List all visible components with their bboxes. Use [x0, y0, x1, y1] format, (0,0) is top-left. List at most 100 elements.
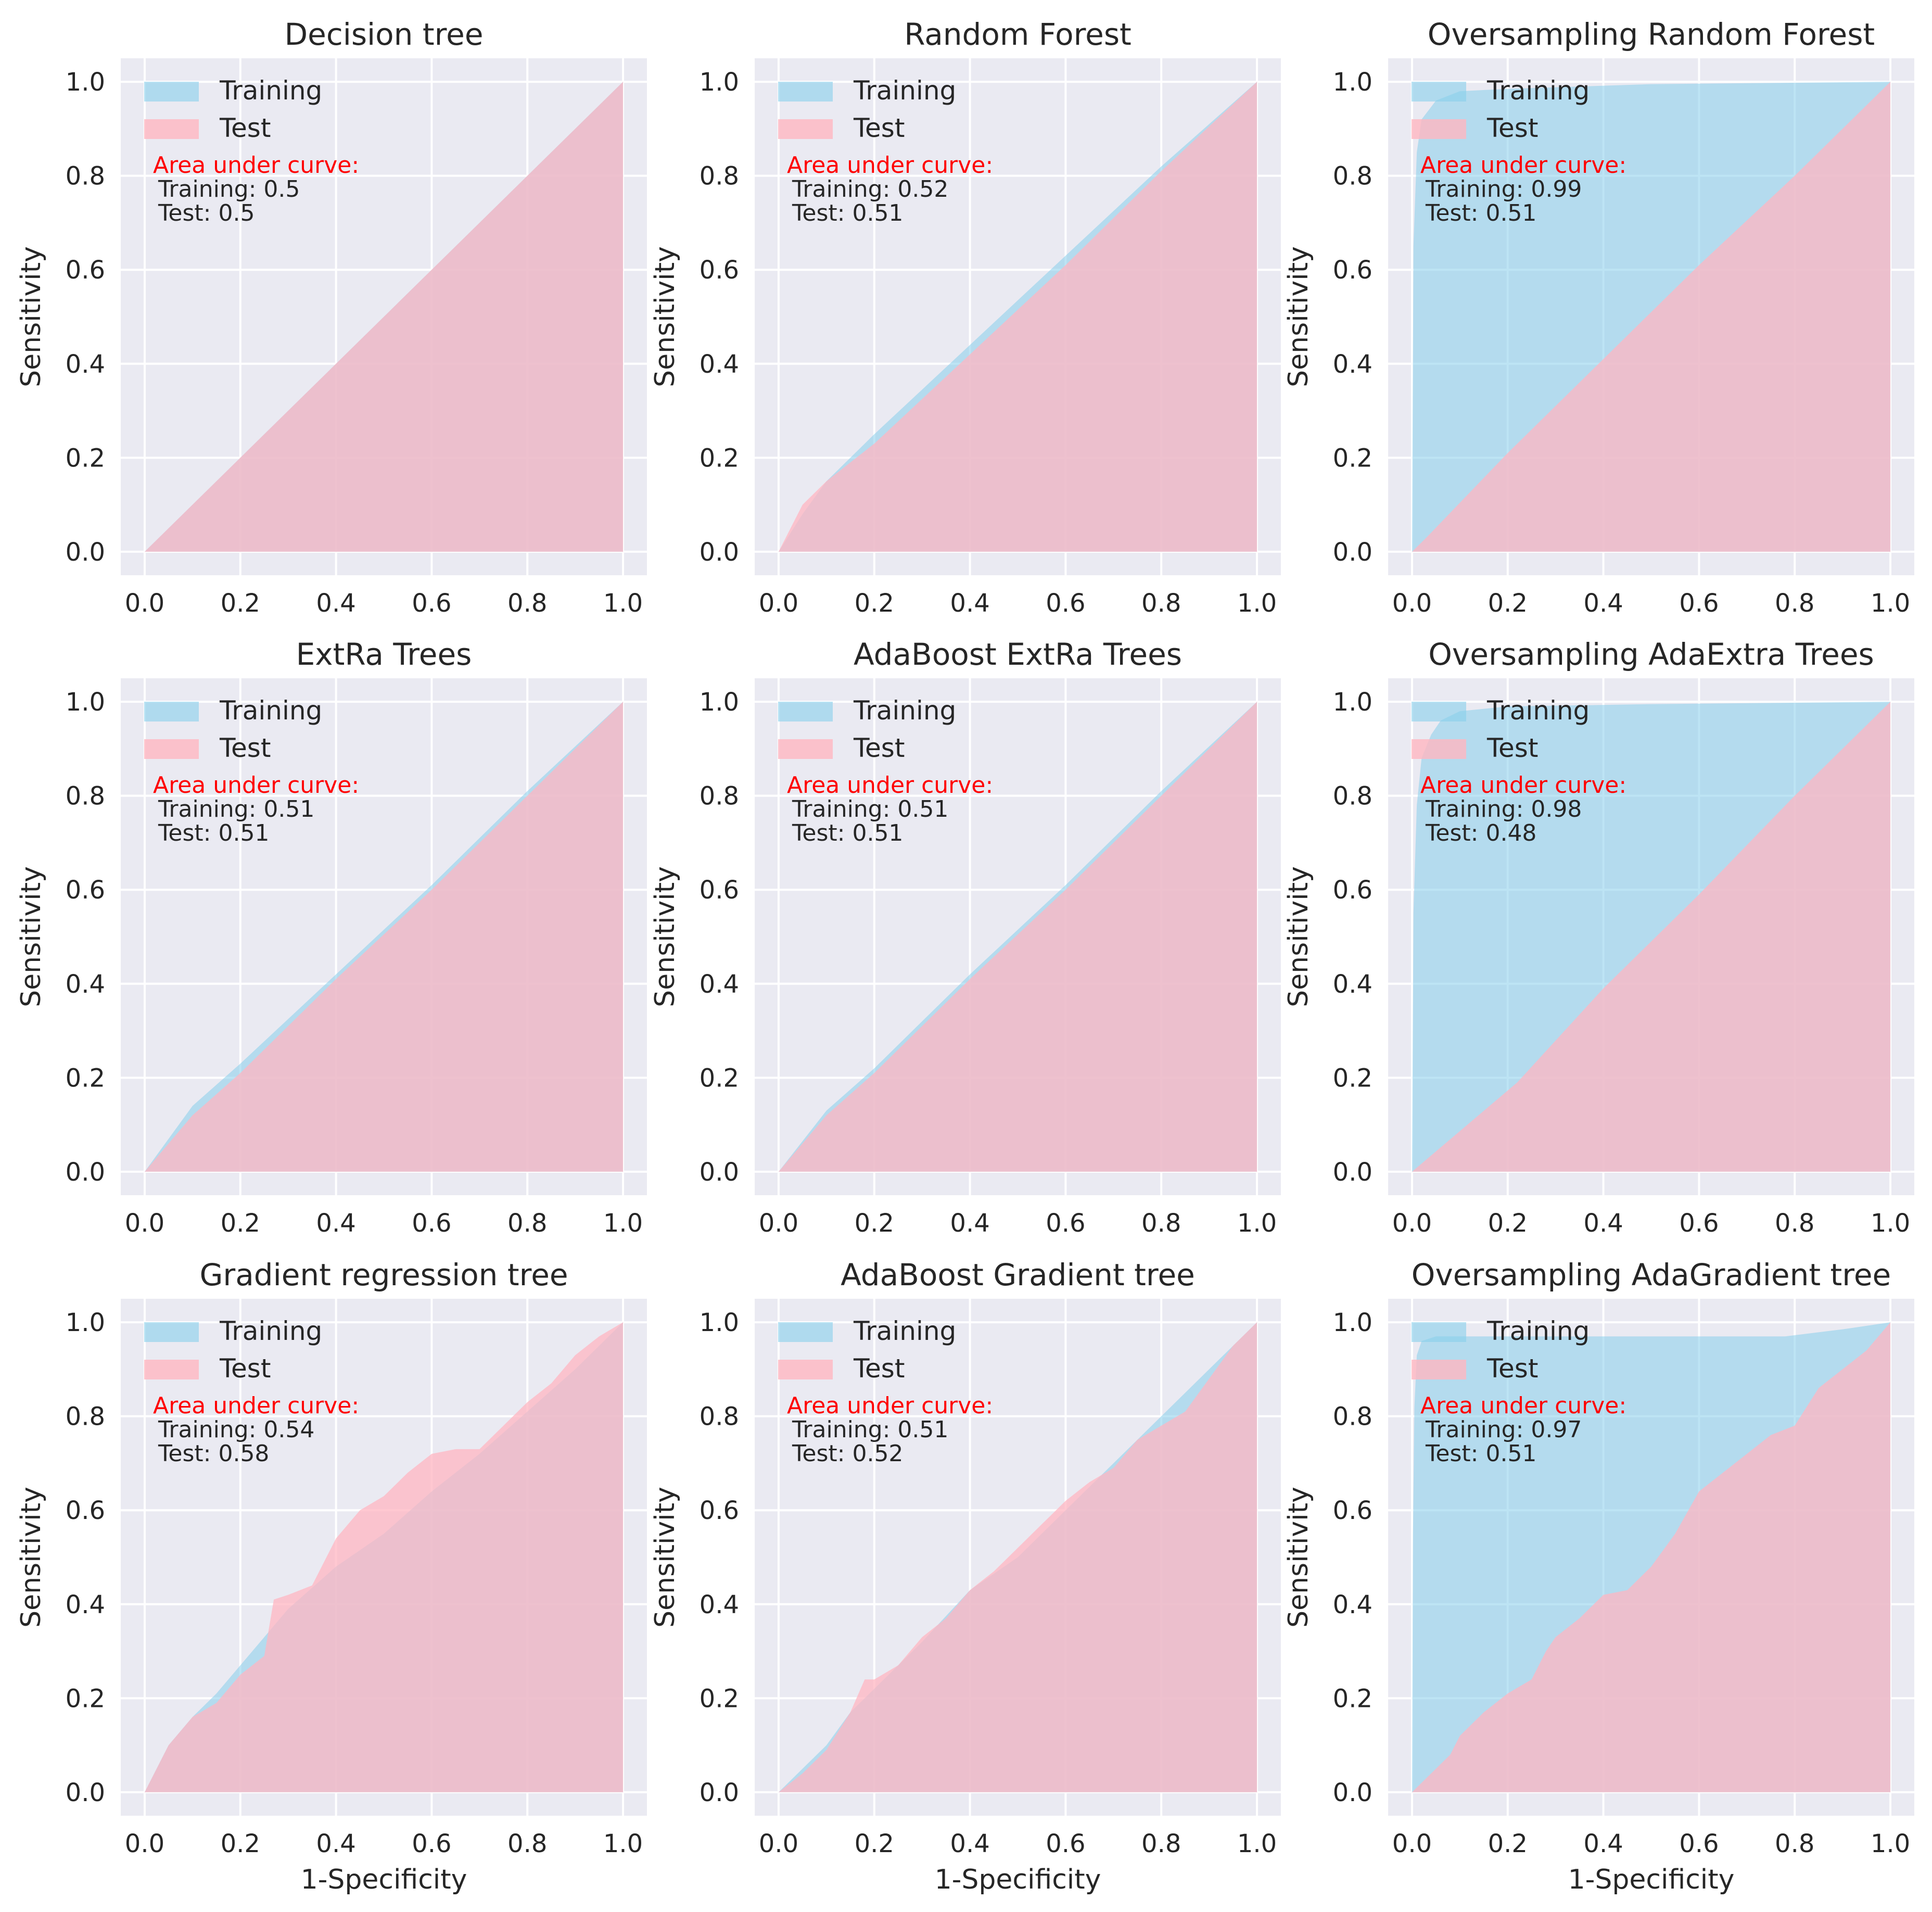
auc-annotation-title: Area under curve:	[153, 152, 359, 179]
x-tick-label: 0.2	[221, 589, 260, 618]
x-tick-label: 0.6	[1679, 1209, 1719, 1238]
legend-swatch-test	[144, 1360, 199, 1379]
area-test	[1412, 702, 1891, 1172]
auc-test-value: Test: 0.51	[1425, 200, 1536, 226]
y-tick-label: 0.6	[700, 876, 739, 905]
y-tick-label: 0.4	[700, 1590, 739, 1619]
auc-training-value: Training: 0.98	[1425, 796, 1582, 822]
x-tick-label: 0.6	[412, 589, 451, 618]
auc-annotation-title: Area under curve:	[153, 1392, 359, 1419]
x-tick-label: 0.2	[1488, 589, 1528, 618]
roc-panel-2: Random Forest 0.0 0.2 0.4 0.6 0.8 1.0 0.0 0.2 0.4…	[650, 17, 1281, 618]
legend-label-training: Training	[853, 75, 956, 106]
x-tick-label: 0.8	[1775, 1829, 1814, 1858]
x-tick-label: 0.2	[1488, 1829, 1528, 1858]
auc-training-value: Training: 0.52	[792, 176, 948, 202]
auc-annotation-title: Area under curve:	[1420, 772, 1626, 799]
y-tick-label: 0.8	[1333, 162, 1372, 191]
y-tick-label: 1.0	[66, 1308, 105, 1337]
y-tick-label: 0.8	[700, 1402, 739, 1432]
y-tick-label: 0.2	[1333, 444, 1372, 473]
y-tick-label: 0.6	[66, 1496, 105, 1525]
auc-training-value: Training: 0.97	[1425, 1416, 1582, 1443]
y-tick-label: 1.0	[1333, 1308, 1372, 1337]
x-tick-label: 0.8	[1141, 589, 1181, 618]
auc-test-value: Test: 0.48	[1425, 820, 1536, 846]
auc-training-value: Training: 0.51	[792, 796, 948, 822]
y-tick-label: 0.4	[66, 350, 105, 379]
panel-title: AdaBoost Gradient tree	[841, 1257, 1195, 1293]
auc-training-value: Training: 0.5	[158, 176, 300, 202]
x-axis-label: 1-Specificity	[935, 1864, 1101, 1895]
y-tick-label: 0.0	[1333, 538, 1372, 567]
legend-label-training: Training	[1486, 75, 1590, 106]
x-tick-label: 0.2	[1488, 1209, 1528, 1238]
y-axis-label: Sensitivity	[1283, 1487, 1314, 1628]
x-tick-label: 0.4	[950, 589, 989, 618]
x-tick-label: 1.0	[603, 1829, 643, 1858]
y-tick-label: 1.0	[700, 68, 739, 97]
auc-training-value: Training: 0.99	[1425, 176, 1582, 202]
x-tick-label: 0.0	[125, 1829, 164, 1858]
x-tick-label: 0.8	[507, 1829, 547, 1858]
y-tick-label: 0.6	[1333, 256, 1372, 285]
x-tick-label: 0.0	[1392, 1209, 1432, 1238]
x-tick-label: 0.4	[1583, 1829, 1623, 1858]
y-tick-label: 1.0	[66, 688, 105, 717]
x-tick-label: 0.2	[221, 1829, 260, 1858]
x-tick-label: 0.4	[316, 1209, 355, 1238]
x-tick-label: 0.0	[759, 1209, 798, 1238]
y-tick-label: 0.6	[700, 256, 739, 285]
auc-training-value: Training: 0.51	[158, 796, 314, 822]
x-tick-label: 0.0	[759, 589, 798, 618]
auc-test-value: Test: 0.51	[1425, 1440, 1536, 1467]
y-tick-label: 0.0	[700, 1778, 739, 1807]
y-tick-label: 1.0	[700, 688, 739, 717]
x-tick-label: 1.0	[1871, 589, 1910, 618]
legend-label-test: Test	[853, 1353, 905, 1384]
roc-panel-1: Decision tree 0.0 0.2 0.4 0.6 0.8 1.0 0.0 0.2 0.4…	[16, 17, 647, 618]
area-test	[1412, 82, 1891, 552]
y-tick-label: 0.4	[66, 970, 105, 999]
roc-panel-9: Oversampling AdaGradient tree 0.0 0.2 0.4 0.…	[1283, 1257, 1914, 1895]
auc-annotation-title: Area under curve:	[787, 152, 993, 179]
x-tick-label: 0.6	[1679, 1829, 1719, 1858]
y-tick-label: 0.8	[66, 162, 105, 191]
x-tick-label: 0.2	[221, 1209, 260, 1238]
y-tick-label: 0.2	[1333, 1063, 1372, 1093]
panel-title: Gradient regression tree	[199, 1257, 568, 1293]
y-tick-label: 0.8	[1333, 1402, 1372, 1432]
y-tick-label: 0.2	[700, 444, 739, 473]
y-tick-label: 0.0	[1333, 1158, 1372, 1187]
x-tick-label: 0.6	[1046, 1209, 1085, 1238]
roc-panel-6: Oversampling AdaExtra Trees 0.0 0.2 0.4 0.6 0…	[1283, 637, 1914, 1238]
x-tick-label: 0.4	[316, 1829, 355, 1858]
y-tick-label: 0.2	[66, 1063, 105, 1093]
y-tick-label: 0.0	[66, 1158, 105, 1187]
y-tick-label: 0.8	[700, 162, 739, 191]
area-test	[778, 1322, 1257, 1792]
legend-swatch-test	[144, 739, 199, 759]
y-axis-label: Sensitivity	[650, 1487, 681, 1628]
x-tick-label: 0.6	[412, 1209, 451, 1238]
auc-annotation-title: Area under curve:	[787, 772, 993, 799]
y-tick-label: 0.2	[1333, 1684, 1372, 1713]
auc-annotation-title: Area under curve:	[787, 1392, 993, 1419]
area-test	[144, 1322, 624, 1792]
x-tick-label: 0.0	[1392, 589, 1432, 618]
y-tick-label: 0.2	[66, 444, 105, 473]
y-tick-label: 0.4	[1333, 1590, 1372, 1619]
x-tick-label: 0.0	[125, 1209, 164, 1238]
panel-title: ExtRa Trees	[296, 637, 472, 672]
x-tick-label: 0.8	[507, 1209, 547, 1238]
x-tick-label: 0.4	[1583, 589, 1623, 618]
legend-label-training: Training	[853, 695, 956, 726]
legend-label-test: Test	[853, 113, 905, 143]
legend-label-test: Test	[219, 733, 271, 763]
legend-label-training: Training	[219, 1316, 322, 1346]
y-tick-label: 1.0	[66, 68, 105, 97]
y-tick-label: 0.6	[66, 876, 105, 905]
y-tick-label: 0.0	[1333, 1778, 1372, 1807]
x-tick-label: 0.8	[1141, 1209, 1181, 1238]
